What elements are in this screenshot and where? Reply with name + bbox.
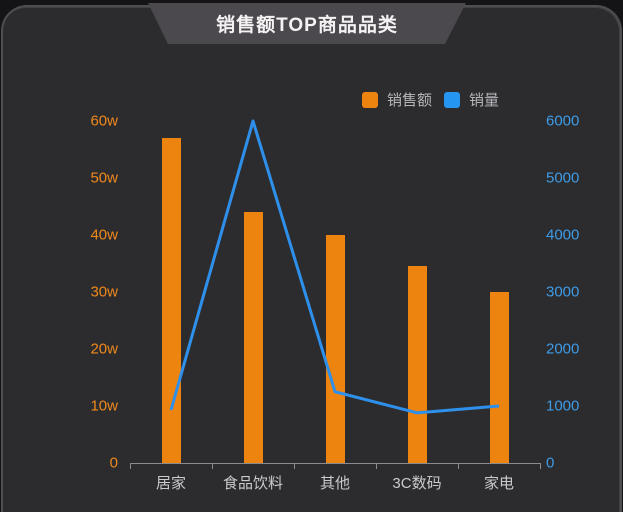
legend-swatch-icon (362, 91, 378, 108)
y-axis-label-left: 0 (109, 454, 118, 472)
legend-label: 销售额 (387, 92, 433, 109)
y-axis-label-right: 0 (546, 454, 555, 472)
bar-居家 (161, 138, 181, 463)
bar-其他 (325, 235, 345, 463)
x-axis-label-居家: 居家 (155, 475, 187, 492)
y-axis-label-left: 40w (90, 226, 118, 244)
y-axis-label-left: 60w (90, 112, 118, 130)
y-axis-label-right: 4000 (546, 226, 580, 244)
x-axis-label-食品饮料: 食品饮料 (222, 475, 284, 492)
y-axis-label-left: 20w (90, 340, 118, 358)
bar-家电 (489, 292, 509, 463)
bar-食品饮料 (243, 212, 263, 463)
bar-3C数码 (407, 266, 427, 463)
x-axis-tick (376, 463, 377, 469)
x-axis-label-3C数码: 3C数码 (392, 475, 442, 492)
legend-item-2[interactable]: 销量 (444, 89, 499, 110)
y-axis-label-right: 6000 (546, 112, 580, 130)
x-axis-line (130, 463, 541, 464)
x-axis-label-家电: 家电 (483, 475, 515, 492)
y-axis-label-left: 10w (90, 397, 118, 415)
legend-item-1[interactable]: 销售额 (362, 89, 432, 110)
x-axis-tick (540, 463, 541, 469)
title-banner: 销售额TOP商品品类 (148, 3, 466, 44)
x-axis-label-其他: 其他 (319, 475, 351, 492)
y-axis-label-right: 5000 (546, 169, 580, 187)
page-title: 销售额TOP商品品类 (216, 15, 398, 36)
x-axis-tick (212, 463, 213, 469)
legend-swatch-icon (444, 91, 461, 108)
y-axis-label-right: 2000 (546, 340, 580, 358)
x-axis-tick (458, 463, 459, 469)
x-axis-tick (294, 463, 295, 469)
y-axis-label-right: 1000 (546, 397, 580, 415)
chart-legend: 销售额 销量 (362, 89, 499, 110)
y-axis-label-right: 3000 (546, 283, 580, 301)
x-axis-tick (130, 463, 131, 469)
y-axis-label-left: 50w (90, 169, 118, 187)
legend-label: 销量 (469, 92, 500, 109)
y-axis-label-left: 30w (90, 283, 118, 301)
